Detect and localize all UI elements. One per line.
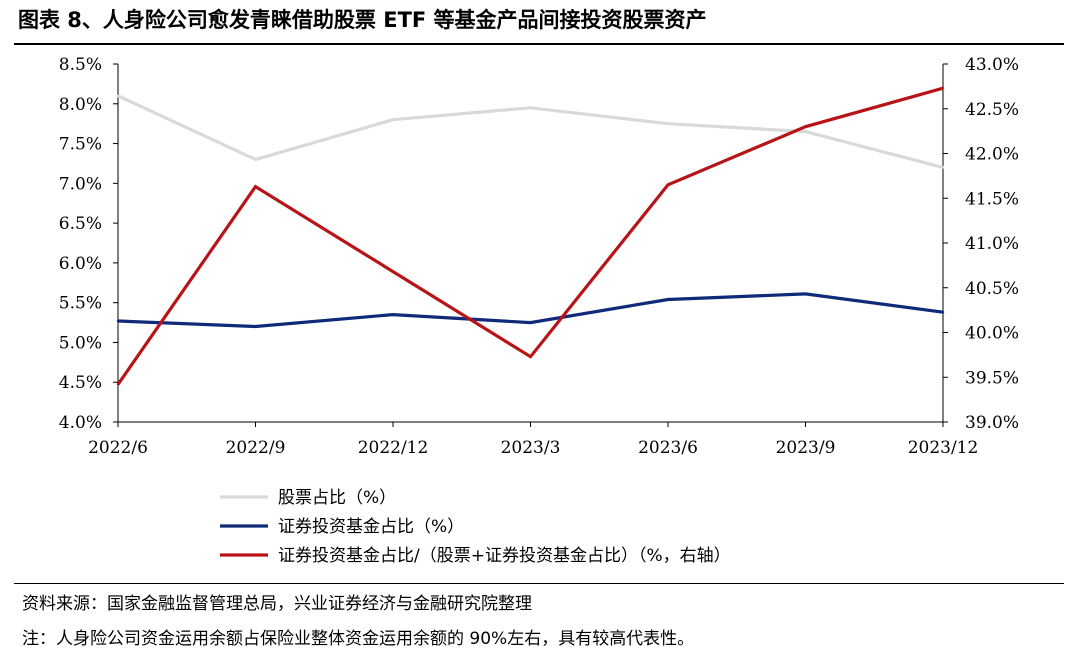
- series-2-point: [941, 311, 945, 314]
- legend: 股票占比（%） 证券投资基金占比（%） 证券投资基金占比/（股票+证券投资基金占比）…: [220, 488, 731, 566]
- source-divider: [14, 583, 1064, 584]
- series-1-point: [529, 106, 532, 109]
- series-3-point: [529, 355, 532, 358]
- chart-canvas: 4.0% 4.5% 5.0% 5.5% 6.0% 6.5% 7.0% 7.5% 8.0% 8.5%…: [59, 55, 1019, 566]
- left-tick-label: 8.0%: [59, 95, 102, 115]
- left-tick-label: 6.0%: [59, 254, 102, 274]
- left-tick-label: 5.5%: [59, 294, 102, 314]
- series-3-point: [666, 183, 670, 187]
- note-text: 注：人身险公司资金运用余额占保险业整体资金运用余额的 90%左右，具有较高代表性…: [22, 629, 695, 649]
- series-1-point: [941, 166, 945, 169]
- series-2-point: [391, 313, 395, 316]
- right-tick-label: 41.5%: [965, 189, 1019, 209]
- right-tick-label: 40.0%: [965, 324, 1019, 344]
- right-tick-label: 42.5%: [965, 100, 1019, 120]
- right-tick-label: 42.0%: [965, 145, 1019, 165]
- chart-title: 图表 8、人身险公司愈发青睐借助股票 ETF 等基金产品间接投资股票资产: [18, 8, 707, 32]
- x-tick-label: 2022/6: [88, 438, 148, 458]
- series-2-point: [666, 298, 670, 301]
- series-1-point: [804, 130, 807, 133]
- axes: 4.0% 4.5% 5.0% 5.5% 6.0% 6.5% 7.0% 7.5% 8.0% 8.5%…: [59, 55, 1019, 458]
- right-tick-label: 43.0%: [965, 55, 1019, 75]
- series-1-point: [391, 118, 395, 121]
- left-tick-label: 4.5%: [59, 373, 102, 393]
- title-divider: [14, 43, 1064, 45]
- x-tick-label: 2022/12: [358, 438, 429, 458]
- left-tick-label: 8.5%: [59, 55, 102, 75]
- left-tick-label: 7.0%: [59, 174, 102, 194]
- right-tick-label: 39.5%: [965, 368, 1019, 388]
- series-2-point: [116, 319, 120, 323]
- series-3-point: [391, 270, 395, 273]
- right-tick-label: 40.5%: [965, 279, 1019, 299]
- left-tick-label: 5.0%: [59, 333, 102, 353]
- series-3-point: [941, 86, 945, 90]
- left-tick-label: 4.0%: [59, 413, 102, 433]
- left-tick-label: 6.5%: [59, 214, 102, 234]
- series-3-point: [116, 383, 120, 386]
- series-2-point: [254, 325, 257, 328]
- source-text: 资料来源：国家金融监督管理总局，兴业证券经济与金融研究院整理: [22, 594, 532, 614]
- series-2-point: [529, 321, 532, 324]
- series-3-point: [254, 185, 257, 188]
- right-tick-label: 39.0%: [965, 413, 1019, 433]
- series-1-point: [254, 158, 257, 161]
- series-3-point: [804, 125, 807, 128]
- series-1-point: [116, 94, 120, 98]
- right-tick-label: 41.0%: [965, 234, 1019, 254]
- x-tick-label: 2022/9: [226, 438, 286, 458]
- x-tick-label: 2023/3: [501, 438, 561, 458]
- series-2-point: [804, 292, 807, 296]
- legend-label-3: 证券投资基金占比/（股票+证券投资基金占比）（%，右轴）: [278, 546, 731, 566]
- series-line-1: [117, 94, 944, 169]
- series-layer: [116, 86, 945, 386]
- series-1-point: [666, 122, 670, 125]
- legend-label-1: 股票占比（%）: [278, 488, 396, 508]
- series-line-3: [116, 86, 944, 386]
- left-tick-label: 7.5%: [59, 135, 102, 155]
- legend-label-2: 证券投资基金占比（%）: [278, 517, 464, 537]
- x-tick-label: 2023/9: [776, 438, 836, 458]
- x-tick-label: 2023/12: [908, 438, 979, 458]
- x-tick-label: 2023/6: [638, 438, 698, 458]
